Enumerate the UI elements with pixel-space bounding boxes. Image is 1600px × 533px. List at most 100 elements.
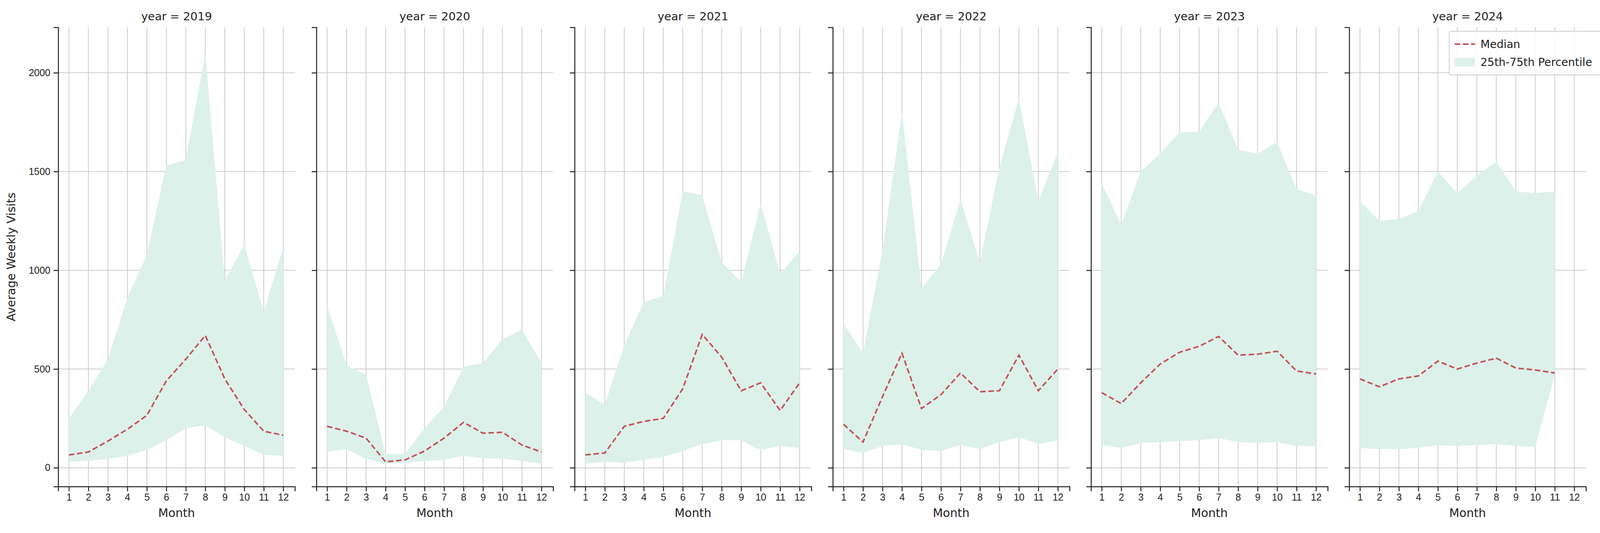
x-tick: 9 [222, 486, 228, 503]
grid-line-x [404, 27, 406, 487]
x-tick: 6 [1196, 486, 1202, 503]
x-tick-mark [224, 486, 226, 492]
y-tick-mark [828, 467, 833, 469]
x-tick-mark [1437, 486, 1439, 492]
x-tick-mark [326, 486, 329, 492]
y-tick: 1000 [28, 264, 59, 276]
x-tick-mark [1101, 486, 1103, 492]
x-tick-label: 1 [841, 491, 847, 503]
x-tick-label: 2 [860, 491, 867, 503]
x-tick: 2 [85, 486, 92, 503]
panel: 1234567891011120500100015002000year = 20… [4, 9, 296, 520]
x-tick: 10 [1530, 486, 1542, 503]
percentile-band [843, 98, 1058, 454]
x-tick-label: 11 [258, 491, 270, 503]
x-tick-mark [541, 486, 543, 492]
x-tick-mark [68, 486, 70, 492]
x-tick-mark [1257, 486, 1259, 492]
x-tick-label: 9 [1255, 491, 1261, 503]
x-tick-label: 1 [582, 491, 589, 503]
x-tick-mark [166, 486, 168, 492]
x-tick-mark [146, 486, 148, 492]
x-tick-label: 3 [1396, 491, 1402, 503]
x-tick-mark [585, 486, 587, 492]
y-tick [828, 369, 833, 370]
x-tick: 12 [1052, 486, 1064, 503]
x-tick-label: 12 [278, 491, 290, 503]
x-tick-mark [502, 486, 504, 492]
legend-label: Median [1480, 37, 1521, 51]
x-tick-label: 4 [1157, 491, 1164, 503]
x-tick: 5 [1176, 486, 1183, 503]
x-tick-mark [901, 486, 903, 492]
y-tick [1344, 369, 1350, 370]
x-tick-label: 10 [239, 491, 250, 503]
x-tick: 11 [1291, 486, 1302, 503]
y-tick [1086, 369, 1092, 370]
x-axis: 123456789101112 [1091, 486, 1329, 503]
x-tick-mark [604, 486, 606, 492]
x-tick-label: 6 [1454, 491, 1461, 503]
x-tick-label: 3 [1138, 491, 1144, 503]
x-tick-mark [1457, 486, 1459, 492]
x-axis-title: Month [1449, 506, 1486, 520]
y-axis [1086, 27, 1092, 488]
y-tick-mark [311, 467, 317, 469]
y-tick [1344, 171, 1350, 172]
x-axis: 123456789101112 [575, 486, 812, 503]
y-tick-mark [569, 368, 575, 370]
x-tick: 5 [1435, 486, 1441, 503]
x-tick-label: 1 [324, 491, 331, 503]
x-tick: 10 [497, 486, 509, 503]
grid-line-y [1091, 72, 1328, 74]
x-tick-mark [940, 486, 942, 492]
grid-line-y [1091, 467, 1328, 469]
x-tick-mark [623, 486, 625, 492]
x-tick-label: 12 [1052, 491, 1064, 503]
x-axis-title: Month [416, 506, 454, 520]
y-tick [828, 270, 833, 271]
x-tick-mark [126, 486, 129, 492]
grid-line-y [574, 171, 812, 172]
panel-title: year = 2020 [399, 9, 470, 24]
x-tick-label: 5 [144, 491, 150, 503]
x-tick-mark [799, 486, 801, 492]
x-tick: 7 [1474, 486, 1480, 503]
y-tick-label: 500 [33, 363, 51, 375]
y-tick-label: 2000 [28, 67, 51, 79]
panel: 123456789101112year = 2021Month [569, 9, 812, 520]
x-tick: 6 [1454, 486, 1461, 503]
x-tick-label: 9 [480, 491, 486, 503]
x-tick-label: 8 [202, 491, 209, 503]
x-tick-mark [1276, 486, 1279, 492]
x-tick-mark [1417, 486, 1420, 492]
x-tick-mark [760, 486, 762, 492]
x-tick-mark [1179, 486, 1181, 492]
x-axis-line [316, 487, 554, 492]
x-axis-line [1349, 487, 1587, 492]
x-tick-mark [346, 486, 348, 492]
x-tick-mark [643, 486, 645, 492]
x-axis: 123456789101112 [58, 486, 296, 503]
percentile-band [1101, 102, 1317, 449]
y-tick-mark [1086, 171, 1092, 173]
x-tick-label: 12 [1569, 491, 1581, 503]
y-axis-line [828, 27, 834, 488]
x-tick: 9 [738, 486, 745, 503]
y-axis [569, 27, 575, 488]
x-tick: 10 [1271, 486, 1283, 503]
x-tick-mark [1554, 486, 1556, 492]
x-tick-mark [185, 486, 187, 492]
y-tick [569, 467, 575, 469]
x-tick: 3 [1138, 486, 1144, 503]
x-tick: 6 [163, 486, 170, 503]
x-tick: 3 [105, 486, 111, 503]
x-tick-label: 11 [517, 491, 528, 503]
x-axis-title: Month [674, 506, 712, 520]
x-tick: 9 [480, 486, 486, 503]
x-tick-label: 8 [1235, 491, 1242, 503]
x-tick: 8 [1235, 486, 1242, 503]
y-tick-mark [1086, 368, 1092, 370]
y-tick [1344, 467, 1350, 469]
x-tick-mark [701, 486, 704, 492]
